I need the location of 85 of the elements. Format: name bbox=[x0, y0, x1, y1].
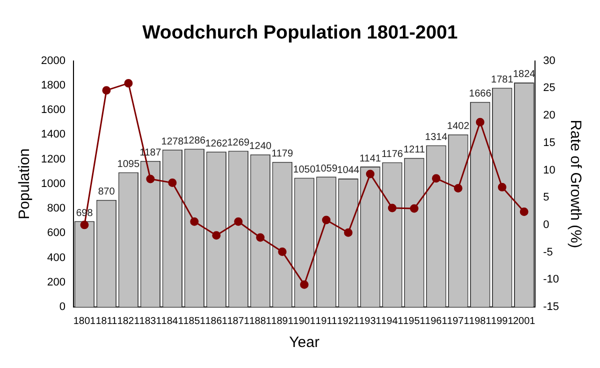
y2-tick-label: -5 bbox=[543, 246, 553, 258]
point bbox=[124, 78, 133, 88]
data-label: 1050 bbox=[293, 164, 316, 176]
point bbox=[366, 170, 374, 178]
x-tick-label: 1911 bbox=[316, 316, 338, 327]
y2-tick-label: 0 bbox=[543, 218, 550, 231]
point bbox=[410, 204, 418, 213]
x-tick-label: 1831 bbox=[139, 316, 162, 327]
point bbox=[256, 233, 265, 242]
x-tick-label: 2001 bbox=[512, 316, 536, 327]
x-tick-label: 1821 bbox=[117, 316, 140, 327]
x-axis-title: Year bbox=[289, 334, 320, 352]
point bbox=[388, 204, 396, 212]
data-label: 1278 bbox=[161, 136, 184, 148]
x-tick-label: 1881 bbox=[249, 316, 272, 327]
x-tick-label: 1931 bbox=[359, 316, 382, 327]
data-label: 1286 bbox=[183, 135, 206, 146]
data-label: 1044 bbox=[337, 165, 360, 176]
y2-tick-label: -15 bbox=[543, 301, 560, 314]
data-label: 1176 bbox=[381, 148, 404, 160]
y2-tick-label: 25 bbox=[543, 82, 556, 94]
point bbox=[454, 184, 462, 193]
x-tick-label: 1891 bbox=[271, 316, 294, 327]
point bbox=[322, 216, 331, 224]
x-tick-label: 1851 bbox=[183, 316, 206, 327]
point bbox=[234, 217, 243, 226]
data-label: 1666 bbox=[469, 88, 492, 100]
point bbox=[432, 174, 440, 183]
y-tick-label: 1000 bbox=[40, 178, 66, 190]
x-tick-label: 1981 bbox=[469, 316, 492, 327]
y-tick-label: 1800 bbox=[40, 79, 66, 92]
data-label: 1781 bbox=[491, 74, 514, 86]
data-label: 1059 bbox=[315, 163, 338, 174]
data-label: 1314 bbox=[425, 132, 448, 143]
y2-axis-title: Rate of Growth (%) bbox=[566, 120, 584, 248]
x-tick-label: 1861 bbox=[205, 316, 228, 327]
point bbox=[190, 217, 199, 226]
y2-tick-label: 5 bbox=[543, 192, 550, 204]
y-tick-label: 1400 bbox=[40, 128, 66, 141]
point bbox=[300, 280, 309, 289]
y-tick-label: 1200 bbox=[40, 153, 66, 166]
y-tick-label: 1600 bbox=[40, 104, 66, 116]
data-label: 1240 bbox=[249, 141, 272, 152]
y2-tick-label: 30 bbox=[543, 54, 556, 67]
data-label: 870 bbox=[98, 186, 116, 198]
data-label: 1095 bbox=[117, 158, 140, 170]
point bbox=[102, 86, 111, 95]
x-tick-label: 1901 bbox=[293, 316, 316, 327]
x-tick-label: 1921 bbox=[337, 316, 360, 327]
y-tick-label: 2000 bbox=[40, 54, 66, 67]
y2-tick-label: -10 bbox=[543, 274, 560, 286]
x-tick-label: 1941 bbox=[381, 316, 404, 327]
y2-tick-label: 15 bbox=[543, 136, 556, 149]
y-tick-label: 800 bbox=[47, 202, 66, 215]
y-axis-title: Population bbox=[16, 148, 34, 220]
point bbox=[476, 118, 484, 126]
x-tick-label: 1961 bbox=[425, 316, 448, 327]
point bbox=[146, 174, 155, 184]
y-tick-label: 400 bbox=[47, 252, 66, 264]
y-tick-label: 200 bbox=[47, 276, 66, 288]
data-label: 1141 bbox=[359, 153, 382, 164]
x-tick-label: 1871 bbox=[227, 316, 250, 327]
x-tick-label: 1971 bbox=[447, 316, 470, 327]
point bbox=[278, 247, 287, 256]
point bbox=[498, 182, 506, 192]
point bbox=[344, 228, 352, 237]
y2-tick-label: 20 bbox=[543, 110, 556, 122]
x-tick-label: 1841 bbox=[161, 316, 184, 327]
data-label: 1402 bbox=[447, 121, 470, 132]
data-label: 1211 bbox=[403, 144, 426, 156]
x-tick-label: 1951 bbox=[403, 316, 426, 327]
chart-title: Woodchurch Population 1801-2001 bbox=[142, 22, 458, 44]
point bbox=[168, 178, 177, 188]
point bbox=[212, 231, 221, 240]
x-tick-label: 1801 bbox=[73, 316, 96, 327]
data-label: 1179 bbox=[272, 148, 294, 160]
point bbox=[520, 208, 528, 216]
y-tick-label: 0 bbox=[59, 301, 66, 314]
data-label: 1262 bbox=[205, 138, 228, 150]
data-label: 1269 bbox=[227, 138, 250, 149]
y2-tick-label: 10 bbox=[543, 164, 556, 176]
x-tick-label: 1811 bbox=[96, 316, 118, 327]
point bbox=[80, 220, 89, 230]
y-tick-label: 600 bbox=[47, 227, 66, 240]
x-tick-label: 1991 bbox=[491, 316, 514, 327]
